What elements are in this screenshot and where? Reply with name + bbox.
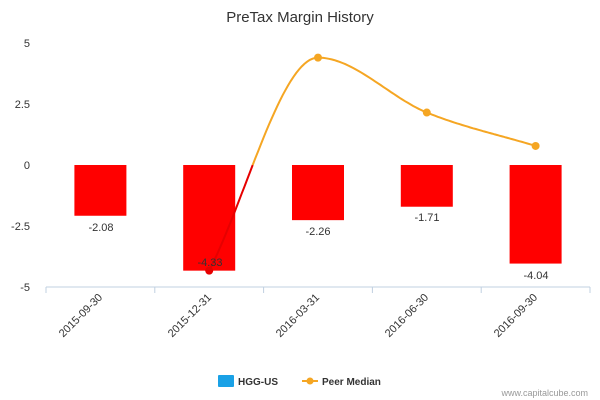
legend: HGG-US Peer Median <box>218 375 381 388</box>
peer-median-point-2016-09-30[interactable] <box>531 141 540 150</box>
y-tick-label: 2.5 <box>15 99 30 111</box>
bar-data-label: -1.71 <box>414 212 439 224</box>
y-tick-label: 0 <box>24 160 30 172</box>
legend-swatch-marker <box>306 377 314 385</box>
legend-swatch <box>218 375 234 387</box>
legend-label: Peer Median <box>322 377 381 388</box>
bar-data-label: -2.26 <box>305 226 330 238</box>
peer-median-line-below-zero <box>208 164 254 272</box>
legend-item-hgg-us[interactable]: HGG-US <box>218 375 278 388</box>
bar-data-label: -4.33 <box>197 257 222 269</box>
bar-data-label: -4.04 <box>523 270 548 282</box>
peer-median-point-2016-06-30[interactable] <box>422 108 431 117</box>
y-tick-label: -2.5 <box>11 221 30 233</box>
x-tick-label: 2015-12-31 <box>166 292 214 340</box>
x-tick-label: 2016-06-30 <box>383 292 431 340</box>
bar-2015-09-30[interactable] <box>74 165 127 216</box>
y-tick-label: -5 <box>20 282 30 294</box>
bar-2016-09-30[interactable] <box>509 165 562 264</box>
data-labels: -2.08 -4.33 -2.26 -1.71 -4.04 <box>88 212 548 282</box>
x-tick-label: 2016-03-31 <box>274 292 322 340</box>
y-tick-label: 5 <box>24 38 30 50</box>
legend-item-peer-median[interactable]: Peer Median <box>302 377 381 388</box>
x-tick-label: 2015-09-30 <box>57 292 105 340</box>
legend-label: HGG-US <box>238 377 278 388</box>
bar-2015-12-31[interactable] <box>183 165 236 271</box>
credit-text: www.capitalcube.com <box>500 388 588 398</box>
bar-data-label: -2.08 <box>88 222 113 234</box>
x-tick-label: 2016-09-30 <box>492 292 540 340</box>
bar-2016-03-31[interactable] <box>292 165 344 221</box>
peer-median-line <box>251 56 536 166</box>
line-series-peer-median <box>205 53 540 275</box>
bar-series-hgg-us <box>74 165 562 271</box>
x-axis: 2015-09-30 2015-12-31 2016-03-31 2016-06… <box>45 286 591 340</box>
chart-title: PreTax Margin History <box>226 9 374 26</box>
peer-median-point-2015-12-31[interactable] <box>205 266 214 275</box>
x-tick-marks <box>45 287 591 293</box>
bar-2016-06-30[interactable] <box>400 165 453 207</box>
peer-median-point-2016-03-31[interactable] <box>314 53 322 62</box>
y-axis: 5 2.5 0 -2.5 -5 <box>11 38 30 294</box>
